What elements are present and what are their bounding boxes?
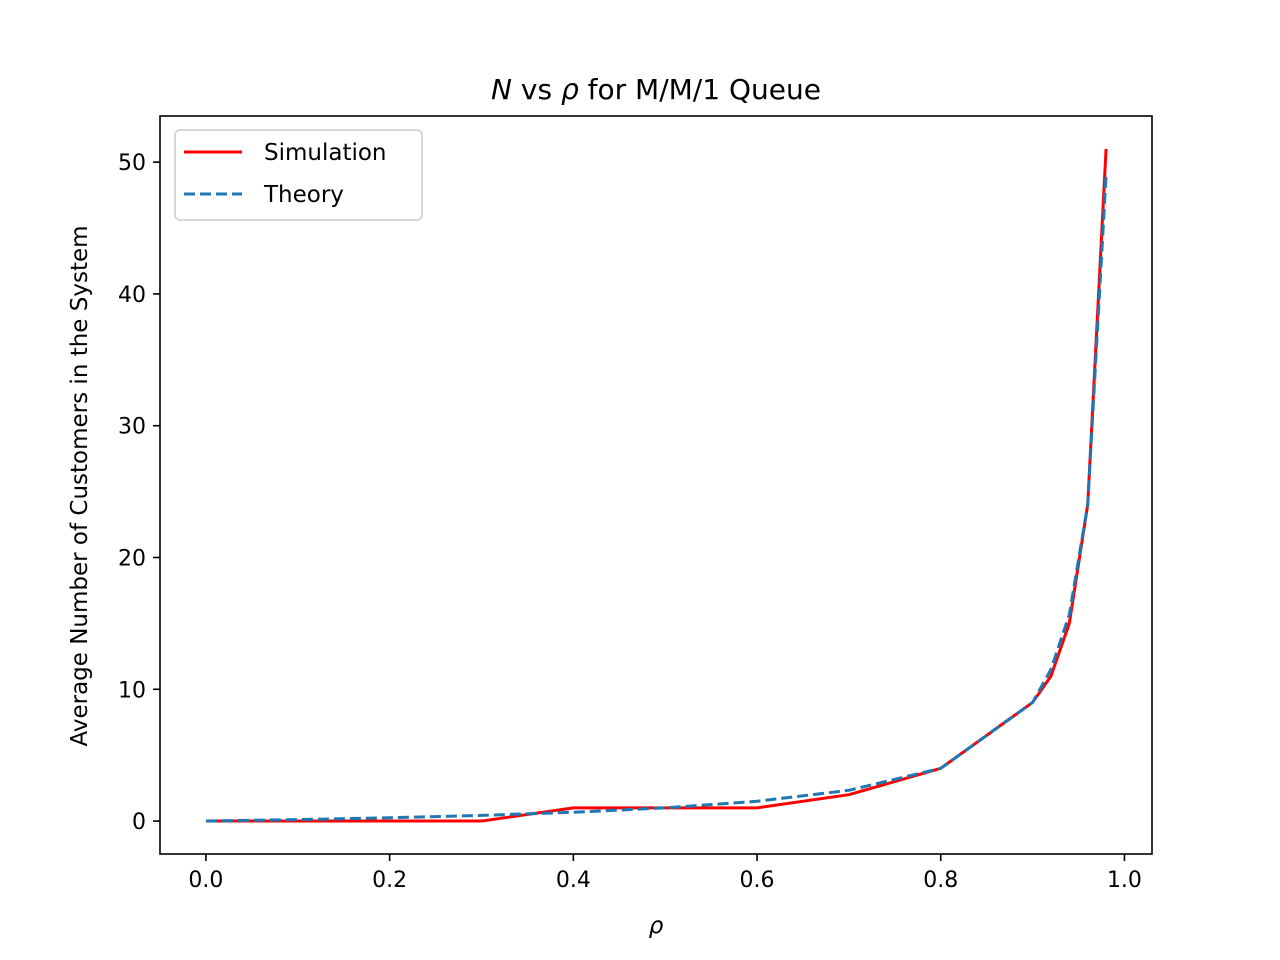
legend-label-theory: Theory — [263, 182, 344, 208]
chart-title: N vs ρ for M/M/1 Queue — [491, 73, 821, 106]
x-axis-label: ρ — [649, 913, 664, 939]
title-mid: vs — [512, 73, 561, 106]
title-var-rho: ρ — [561, 73, 579, 106]
y-tick-label: 10 — [118, 678, 146, 703]
axes-frame — [159, 115, 1153, 855]
series-line-theory — [205, 175, 1108, 823]
series-line-simulation — [205, 148, 1108, 823]
y-tick-label: 50 — [118, 151, 146, 176]
x-tick-label: 0.2 — [372, 868, 407, 893]
y-tick-label: 0 — [132, 810, 146, 835]
legend: Simulation Theory — [174, 129, 423, 221]
x-tick-label: 0.4 — [556, 868, 591, 893]
y-tick-label: 20 — [118, 546, 146, 571]
title-var-n: N — [491, 73, 512, 106]
y-tick-label: 30 — [118, 415, 146, 440]
legend-label-simulation: Simulation — [264, 140, 387, 166]
x-tick-label: 1.0 — [1107, 868, 1142, 893]
plot-area: 0.0 0.2 0.4 0.6 0.8 1.0 0 10 20 30 40 50 — [118, 148, 1142, 893]
x-tick-label: 0.8 — [923, 868, 958, 893]
x-tick-label: 0.6 — [740, 868, 775, 893]
title-tail: for M/M/1 Queue — [579, 73, 821, 106]
y-tick-label: 40 — [118, 283, 146, 308]
x-tick-label: 0.0 — [188, 868, 223, 893]
y-axis-label: Average Number of Customers in the Syste… — [67, 225, 93, 746]
